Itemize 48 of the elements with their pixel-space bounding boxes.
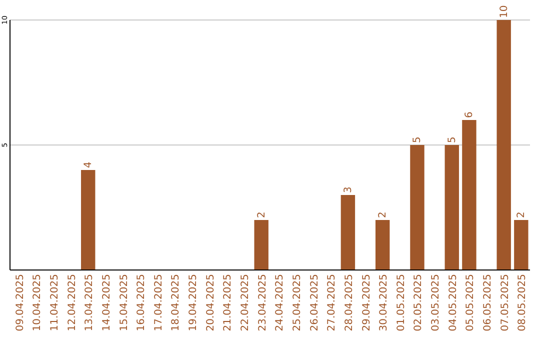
data-label: 5 bbox=[446, 136, 458, 143]
bar bbox=[81, 170, 96, 270]
x-tick-label: 21.04.2025 bbox=[222, 274, 234, 332]
x-tick-label: 15.04.2025 bbox=[118, 274, 130, 332]
x-tick-label: 28.04.2025 bbox=[344, 274, 355, 332]
data-label: 2 bbox=[256, 212, 268, 218]
x-tick-label: 20.04.2025 bbox=[205, 274, 216, 332]
bar bbox=[410, 145, 424, 270]
bar bbox=[444, 145, 459, 270]
bar bbox=[254, 220, 268, 270]
bar bbox=[462, 120, 476, 270]
data-label: 6 bbox=[464, 112, 476, 118]
x-tick-label: 09.04.2025 bbox=[14, 274, 26, 332]
x-tick-label: 01.05.2025 bbox=[396, 274, 407, 332]
x-tick-label: 29.04.2025 bbox=[361, 274, 372, 332]
bar bbox=[496, 20, 511, 270]
x-tick-label: 17.04.2025 bbox=[153, 274, 164, 332]
bar bbox=[514, 220, 528, 270]
x-tick-label: 10.04.2025 bbox=[32, 274, 44, 332]
x-tick-label: 23.04.2025 bbox=[257, 274, 268, 332]
x-tick-label: 19.04.2025 bbox=[188, 274, 200, 332]
data-label: 2 bbox=[378, 212, 389, 218]
bar bbox=[375, 220, 390, 270]
data-label: 2 bbox=[516, 212, 528, 218]
x-tick-label: 16.04.2025 bbox=[136, 274, 148, 332]
data-label: 5 bbox=[412, 136, 424, 143]
x-tick-label: 30.04.2025 bbox=[378, 274, 390, 332]
x-tick-label: 13.04.2025 bbox=[84, 274, 96, 332]
x-tick-label: 08.05.2025 bbox=[517, 274, 528, 332]
x-tick-label: 07.05.2025 bbox=[500, 274, 511, 332]
x-tick-label: 02.05.2025 bbox=[413, 274, 424, 332]
x-tick-label: 18.04.2025 bbox=[170, 274, 182, 332]
data-label: 4 bbox=[83, 162, 94, 168]
x-tick-label: 04.05.2025 bbox=[448, 274, 459, 332]
x-tick-label: 24.04.2025 bbox=[274, 274, 286, 332]
x-tick-label: 22.04.2025 bbox=[240, 274, 252, 332]
data-label: 10 bbox=[498, 5, 510, 18]
data-label: 3 bbox=[342, 186, 354, 193]
x-tick-label: 12.04.2025 bbox=[66, 274, 78, 332]
x-tick-label: 11.04.2025 bbox=[49, 274, 60, 332]
x-tick-label: 26.04.2025 bbox=[309, 274, 320, 332]
bar bbox=[340, 195, 356, 270]
x-tick-label: 06.05.2025 bbox=[482, 274, 494, 332]
x-tick-label: 03.05.2025 bbox=[430, 274, 442, 332]
x-tick-label: 05.05.2025 bbox=[465, 274, 476, 332]
x-tick-label: 25.04.2025 bbox=[292, 274, 303, 332]
x-tick-label: 14.04.2025 bbox=[101, 274, 112, 332]
x-tick-label: 27.04.2025 bbox=[326, 274, 338, 332]
